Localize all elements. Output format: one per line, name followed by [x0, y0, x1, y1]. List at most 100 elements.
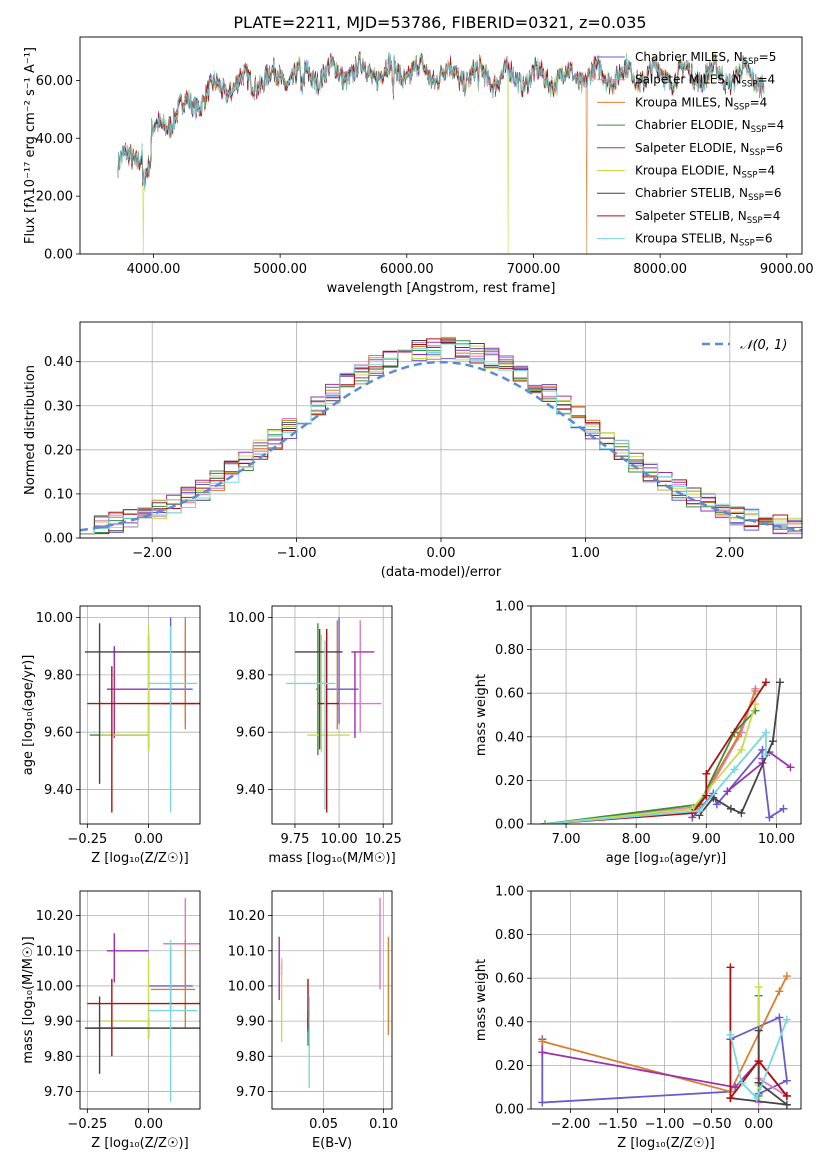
weight-marker-kroupa_miles — [751, 687, 760, 696]
x-axis-label: wavelength [Angstrom, rest frame] — [327, 281, 556, 296]
weight-marker-salpeter_stelib — [782, 1091, 791, 1100]
y-tick-label: 0.60 — [495, 972, 524, 987]
legend-label-suffix: =4 — [763, 209, 781, 223]
legend-label-kroupa_elodie: Kroupa ELODIE, NSSP=4 — [635, 164, 775, 181]
legend-label-suffix: =4 — [750, 95, 768, 109]
panel-mass_vs_Z: −0.25 0.00 9.70 9.80 9.90 10.00 10.10 10.20 Z [l… — [21, 890, 201, 1151]
y-tick-label: 40.00 — [36, 132, 73, 147]
weight-marker-chabrier_stelib — [737, 809, 746, 818]
legend-label-salpeter_miles: Salpeter MILES, NSSP=4 — [635, 73, 775, 90]
x-tick-label: −2.00 — [132, 546, 172, 561]
plot-area — [80, 336, 802, 538]
x-tick-label: 0.10 — [369, 1117, 398, 1132]
panel-residuals: −2.00 −1.00 0.00 1.00 2.00 0.00 0.10 0.20 0.30 0.… — [23, 321, 803, 580]
legend-label-suffix: =4 — [757, 73, 775, 87]
x-tick-label: 0.05 — [309, 1117, 338, 1132]
weight-marker-salpeter_elodie — [786, 763, 795, 772]
x-tick-label: 9.75 — [280, 832, 309, 847]
weight-marker-kroupa_elodie — [737, 745, 746, 754]
x-tick-label: −0.25 — [67, 1117, 107, 1132]
legend-label-kroupa_miles: Kroupa MILES, NSSP=4 — [635, 95, 767, 112]
y-axis-label: age [log₁₀(age/yr)] — [21, 655, 36, 776]
axes-frame — [79, 321, 803, 539]
x-tick-label: 0.00 — [744, 1117, 773, 1132]
y-tick-label: 0.30 — [44, 399, 73, 414]
y-axis-label: mass weight — [474, 959, 489, 1041]
weight-marker-chabrier_miles — [775, 1013, 784, 1022]
panel-age_vs_mass: 9.75 10.00 10.25 9.40 9.60 9.80 10.00 mass [log… — [228, 605, 402, 866]
y-tick-label: 0.40 — [495, 730, 524, 745]
weight-marker-kroupa_stelib — [761, 750, 770, 759]
weight-marker-kroupa_miles — [782, 972, 791, 981]
legend-label-salpeter_elodie: Salpeter ELODIE, NSSP=6 — [635, 141, 783, 158]
weight-marker-chabrier_stelib — [754, 1078, 763, 1087]
weight-marker-kroupa_stelib — [726, 1030, 735, 1039]
weight-line-kroupa_elodie — [544, 703, 757, 824]
weight-line-kroupa_miles — [542, 975, 788, 1093]
legend-label-suffix: =6 — [765, 141, 783, 155]
x-axis-label: Z [log₁₀(Z/Z☉)] — [91, 851, 188, 866]
panels: 4000.00 5000.00 6000.00 7000.00 8000.00 9000.… — [21, 36, 814, 1151]
weight-marker-chabrier_stelib — [775, 678, 784, 687]
legend-label-suffix: =6 — [764, 186, 782, 200]
legend-label-normal: 𝒩(0, 1) — [740, 338, 787, 353]
y-tick-label: 20.00 — [36, 190, 73, 205]
y-tick-label: 10.00 — [36, 611, 73, 626]
y-tick-label: 9.80 — [44, 668, 73, 683]
axes-frame — [530, 890, 802, 1110]
weight-marker-kroupa_miles — [538, 1037, 547, 1046]
legend-label-sub: SSP — [743, 57, 759, 67]
y-tick-label: 60.00 — [36, 74, 73, 89]
legend-label-sub: SSP — [734, 102, 750, 112]
panel-mass_vs_ebv: 0.05 0.10 9.70 9.80 9.90 10.00 10.10 10.20 E(B-V… — [228, 890, 398, 1151]
y-tick-label: 1.00 — [495, 600, 524, 615]
x-tick-label: 8000.00 — [633, 262, 687, 277]
y-tick-label: 9.40 — [236, 783, 265, 798]
plot-area — [538, 963, 791, 1109]
legend-label-chabrier_miles: Chabrier MILES, NSSP=5 — [635, 50, 776, 67]
legend-label-sub: SSP — [748, 193, 764, 203]
x-tick-label: −1.00 — [645, 1117, 685, 1132]
y-axis-label: Flux [fλ10⁻¹⁷ erg cm⁻² s⁻¹ A⁻¹] — [23, 47, 38, 244]
legend-label-chabrier_stelib: Chabrier STELIB, NSSP=6 — [635, 186, 782, 203]
y-tick-label: 0.40 — [495, 1015, 524, 1030]
y-tick-label: 9.80 — [236, 668, 265, 683]
x-tick-label: −2.00 — [551, 1117, 591, 1132]
y-tick-label: 0.00 — [44, 532, 73, 547]
plot-area — [278, 898, 390, 1088]
y-tick-label: 10.00 — [228, 979, 265, 994]
y-tick-label: 0.10 — [44, 487, 73, 502]
weight-marker-salpeter_stelib — [702, 791, 711, 800]
weight-line-chabrier_stelib — [730, 1030, 791, 1106]
legend-label-text: Chabrier ELODIE, N — [635, 118, 751, 132]
x-tick-label: 0.00 — [134, 832, 163, 847]
weight-marker-chabrier_miles — [538, 1098, 547, 1107]
weight-marker-chabrier_miles — [779, 804, 788, 813]
x-tick-label: 2.00 — [715, 546, 744, 561]
weight-marker-salpeter_stelib — [726, 963, 735, 972]
legend-label-text: Kroupa ELODIE, N — [635, 164, 742, 178]
y-axis-label: mass weight — [474, 674, 489, 756]
weight-marker-kroupa_miles — [775, 987, 784, 996]
x-tick-label: 0.00 — [427, 546, 456, 561]
weight-marker-salpeter_stelib — [754, 1057, 763, 1066]
y-tick-label: 0.00 — [44, 248, 73, 263]
x-axis-label: age [log₁₀(age/yr)] — [606, 851, 727, 866]
legend-label-suffix: =6 — [755, 232, 773, 246]
y-tick-label: 0.20 — [44, 443, 73, 458]
y-tick-label: 10.00 — [228, 611, 265, 626]
legend-label-salpeter_stelib: Salpeter STELIB, NSSP=4 — [635, 209, 780, 226]
y-tick-label: 10.10 — [36, 944, 73, 959]
weight-marker-chabrier_miles — [782, 1076, 791, 1085]
legend-label-text: Salpeter ELODIE, N — [635, 141, 749, 155]
weight-marker-kroupa_stelib — [730, 765, 739, 774]
weight-line-chabrier_stelib — [698, 682, 781, 816]
x-tick-label: −0.25 — [67, 832, 107, 847]
x-tick-label: 9.00 — [692, 832, 721, 847]
y-tick-label: 0.00 — [495, 818, 524, 833]
y-tick-label: 9.60 — [236, 726, 265, 741]
weight-line-salpeter_stelib — [544, 681, 767, 824]
legend-label-text: Chabrier MILES, N — [635, 50, 743, 64]
legend-label-kroupa_stelib: Kroupa STELIB, NSSP=6 — [635, 232, 773, 249]
